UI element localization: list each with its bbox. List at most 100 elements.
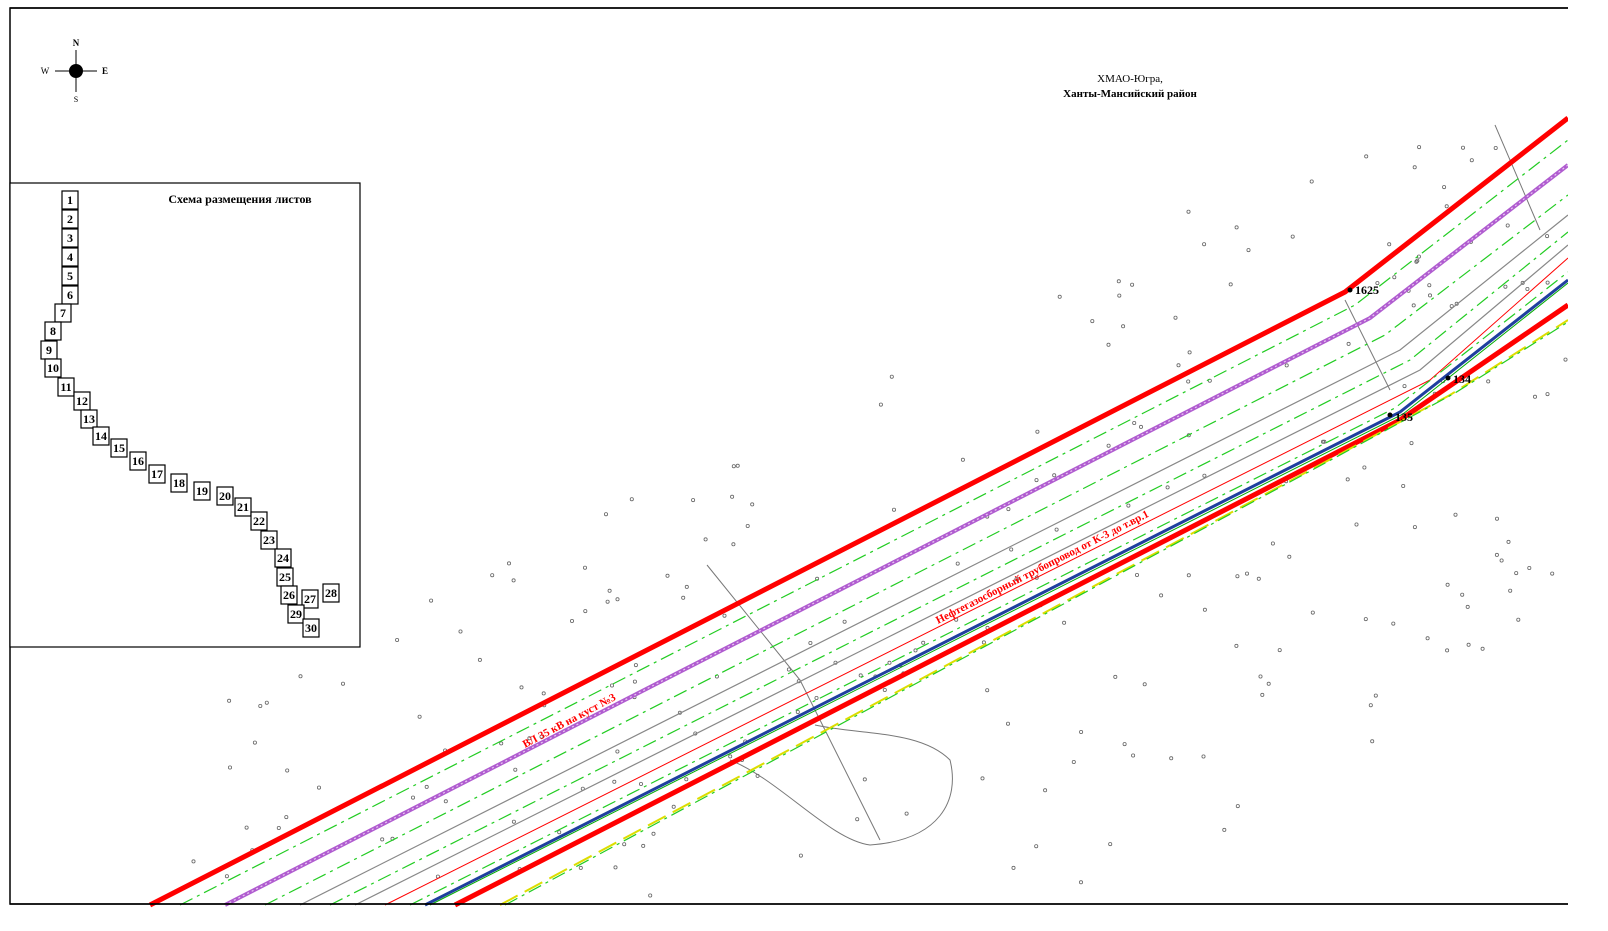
terrain-dot — [1034, 575, 1039, 580]
terrain-dot — [1266, 681, 1271, 686]
point-label: 1625 — [1355, 283, 1379, 297]
sheet-number: 8 — [50, 324, 56, 338]
sheet-box — [193, 481, 211, 501]
terrain-dot — [1108, 842, 1113, 847]
terrain-dot — [1545, 280, 1550, 285]
sheet-number: 7 — [60, 306, 66, 320]
terrain-dot — [862, 777, 867, 782]
terrain-dot — [1411, 303, 1416, 308]
terrain-dot — [298, 674, 303, 679]
sheet-box — [302, 618, 320, 638]
terrain-dot — [583, 565, 588, 570]
sheet-number: 16 — [132, 454, 144, 468]
terrain-dot — [629, 497, 634, 502]
terrain-dot — [1401, 483, 1406, 488]
terrain-dot — [1368, 703, 1373, 708]
terrain-dot — [1034, 478, 1039, 483]
terrain-dot — [1461, 145, 1466, 150]
terrain-dot — [632, 679, 637, 684]
sheet-number: 23 — [263, 533, 275, 547]
sheet-box — [301, 589, 319, 609]
terrain-dot — [1495, 516, 1500, 521]
terrain-dot — [684, 777, 689, 782]
terrain-dot — [1277, 648, 1282, 653]
sheet-number: 6 — [67, 288, 73, 302]
terrain-dot — [1506, 539, 1511, 544]
terrain-dot — [1354, 522, 1359, 527]
terrain-dot — [633, 663, 638, 668]
terrain-dot — [913, 648, 918, 653]
terrain-dot — [960, 457, 965, 462]
protection-zone — [264, 194, 1569, 906]
terrain-dot — [1176, 363, 1181, 368]
compass: N S W E — [41, 38, 108, 104]
terrain-dot — [681, 595, 686, 600]
terrain-dot — [1234, 225, 1239, 230]
terrain-dot — [1469, 158, 1474, 163]
sheet-number: 12 — [76, 394, 88, 408]
terrain-dot — [980, 776, 985, 781]
terrain-dot — [513, 767, 518, 772]
terrain-dot — [604, 512, 609, 517]
sheet-box — [234, 497, 252, 517]
terrain-dot — [615, 597, 620, 602]
terrain-dot — [1465, 604, 1470, 609]
sheet-box — [170, 473, 188, 493]
terrain-dot — [1222, 827, 1227, 832]
terrain-dot — [1516, 617, 1521, 622]
terrain-dot — [684, 584, 689, 589]
road-edge — [299, 214, 1569, 906]
terrain-dot — [1186, 379, 1191, 384]
terrain-dot — [227, 765, 232, 770]
terrain-dot — [798, 853, 803, 858]
corridor — [148, 116, 1570, 908]
terrain-dot — [1460, 592, 1465, 597]
sheet-number: 3 — [67, 231, 73, 245]
terrain-dot — [1445, 582, 1450, 587]
terrain-dot — [750, 502, 755, 507]
terrain-dot — [1006, 507, 1011, 512]
terrain-dot — [1256, 576, 1261, 581]
sheet-box — [287, 604, 305, 624]
terrain-dot — [703, 537, 708, 542]
terrain-dot — [1258, 674, 1263, 679]
terrain-dot — [417, 714, 422, 719]
terrain-dot — [814, 696, 819, 701]
terrain-dot — [1391, 621, 1396, 626]
terrain-dot — [610, 683, 615, 688]
power-line-pattern — [224, 164, 1569, 906]
terrain-dot — [191, 859, 196, 864]
terrain-dot — [1284, 363, 1289, 368]
sheet-scheme-title: Схема размещения листов — [168, 192, 312, 206]
terrain-dot — [1106, 443, 1111, 448]
sheet-number: 4 — [67, 250, 73, 264]
terrain-dot — [1071, 760, 1076, 765]
terrain-dot — [1503, 284, 1508, 289]
terrain-dot — [735, 463, 740, 468]
terrain-dot — [410, 795, 415, 800]
terrain-dot — [1505, 223, 1510, 228]
terrain-dot — [443, 799, 448, 804]
terrain-dot — [1409, 441, 1414, 446]
survey-line — [1344, 299, 1391, 391]
sheet-box — [92, 426, 110, 446]
terrain-dot — [1550, 571, 1555, 576]
terrain-dot — [1159, 593, 1164, 598]
terrain-dot — [1131, 753, 1136, 758]
terrain-dot — [1079, 730, 1084, 735]
terrain-dot — [541, 691, 546, 696]
terrain-dot — [1453, 512, 1458, 517]
survey-line — [1494, 124, 1541, 231]
terrain-dot — [429, 598, 434, 603]
terrain-dot — [557, 830, 562, 835]
sheet-box — [250, 511, 268, 531]
terrain-dot — [1375, 281, 1380, 286]
sheet-number: 15 — [113, 441, 125, 455]
terrain-dot — [1117, 293, 1122, 298]
terrain-dot — [490, 573, 495, 578]
sheet-box — [148, 464, 166, 484]
terrain-dot — [665, 573, 670, 578]
sheet-box — [61, 266, 79, 286]
pipeline-main — [424, 278, 1569, 907]
